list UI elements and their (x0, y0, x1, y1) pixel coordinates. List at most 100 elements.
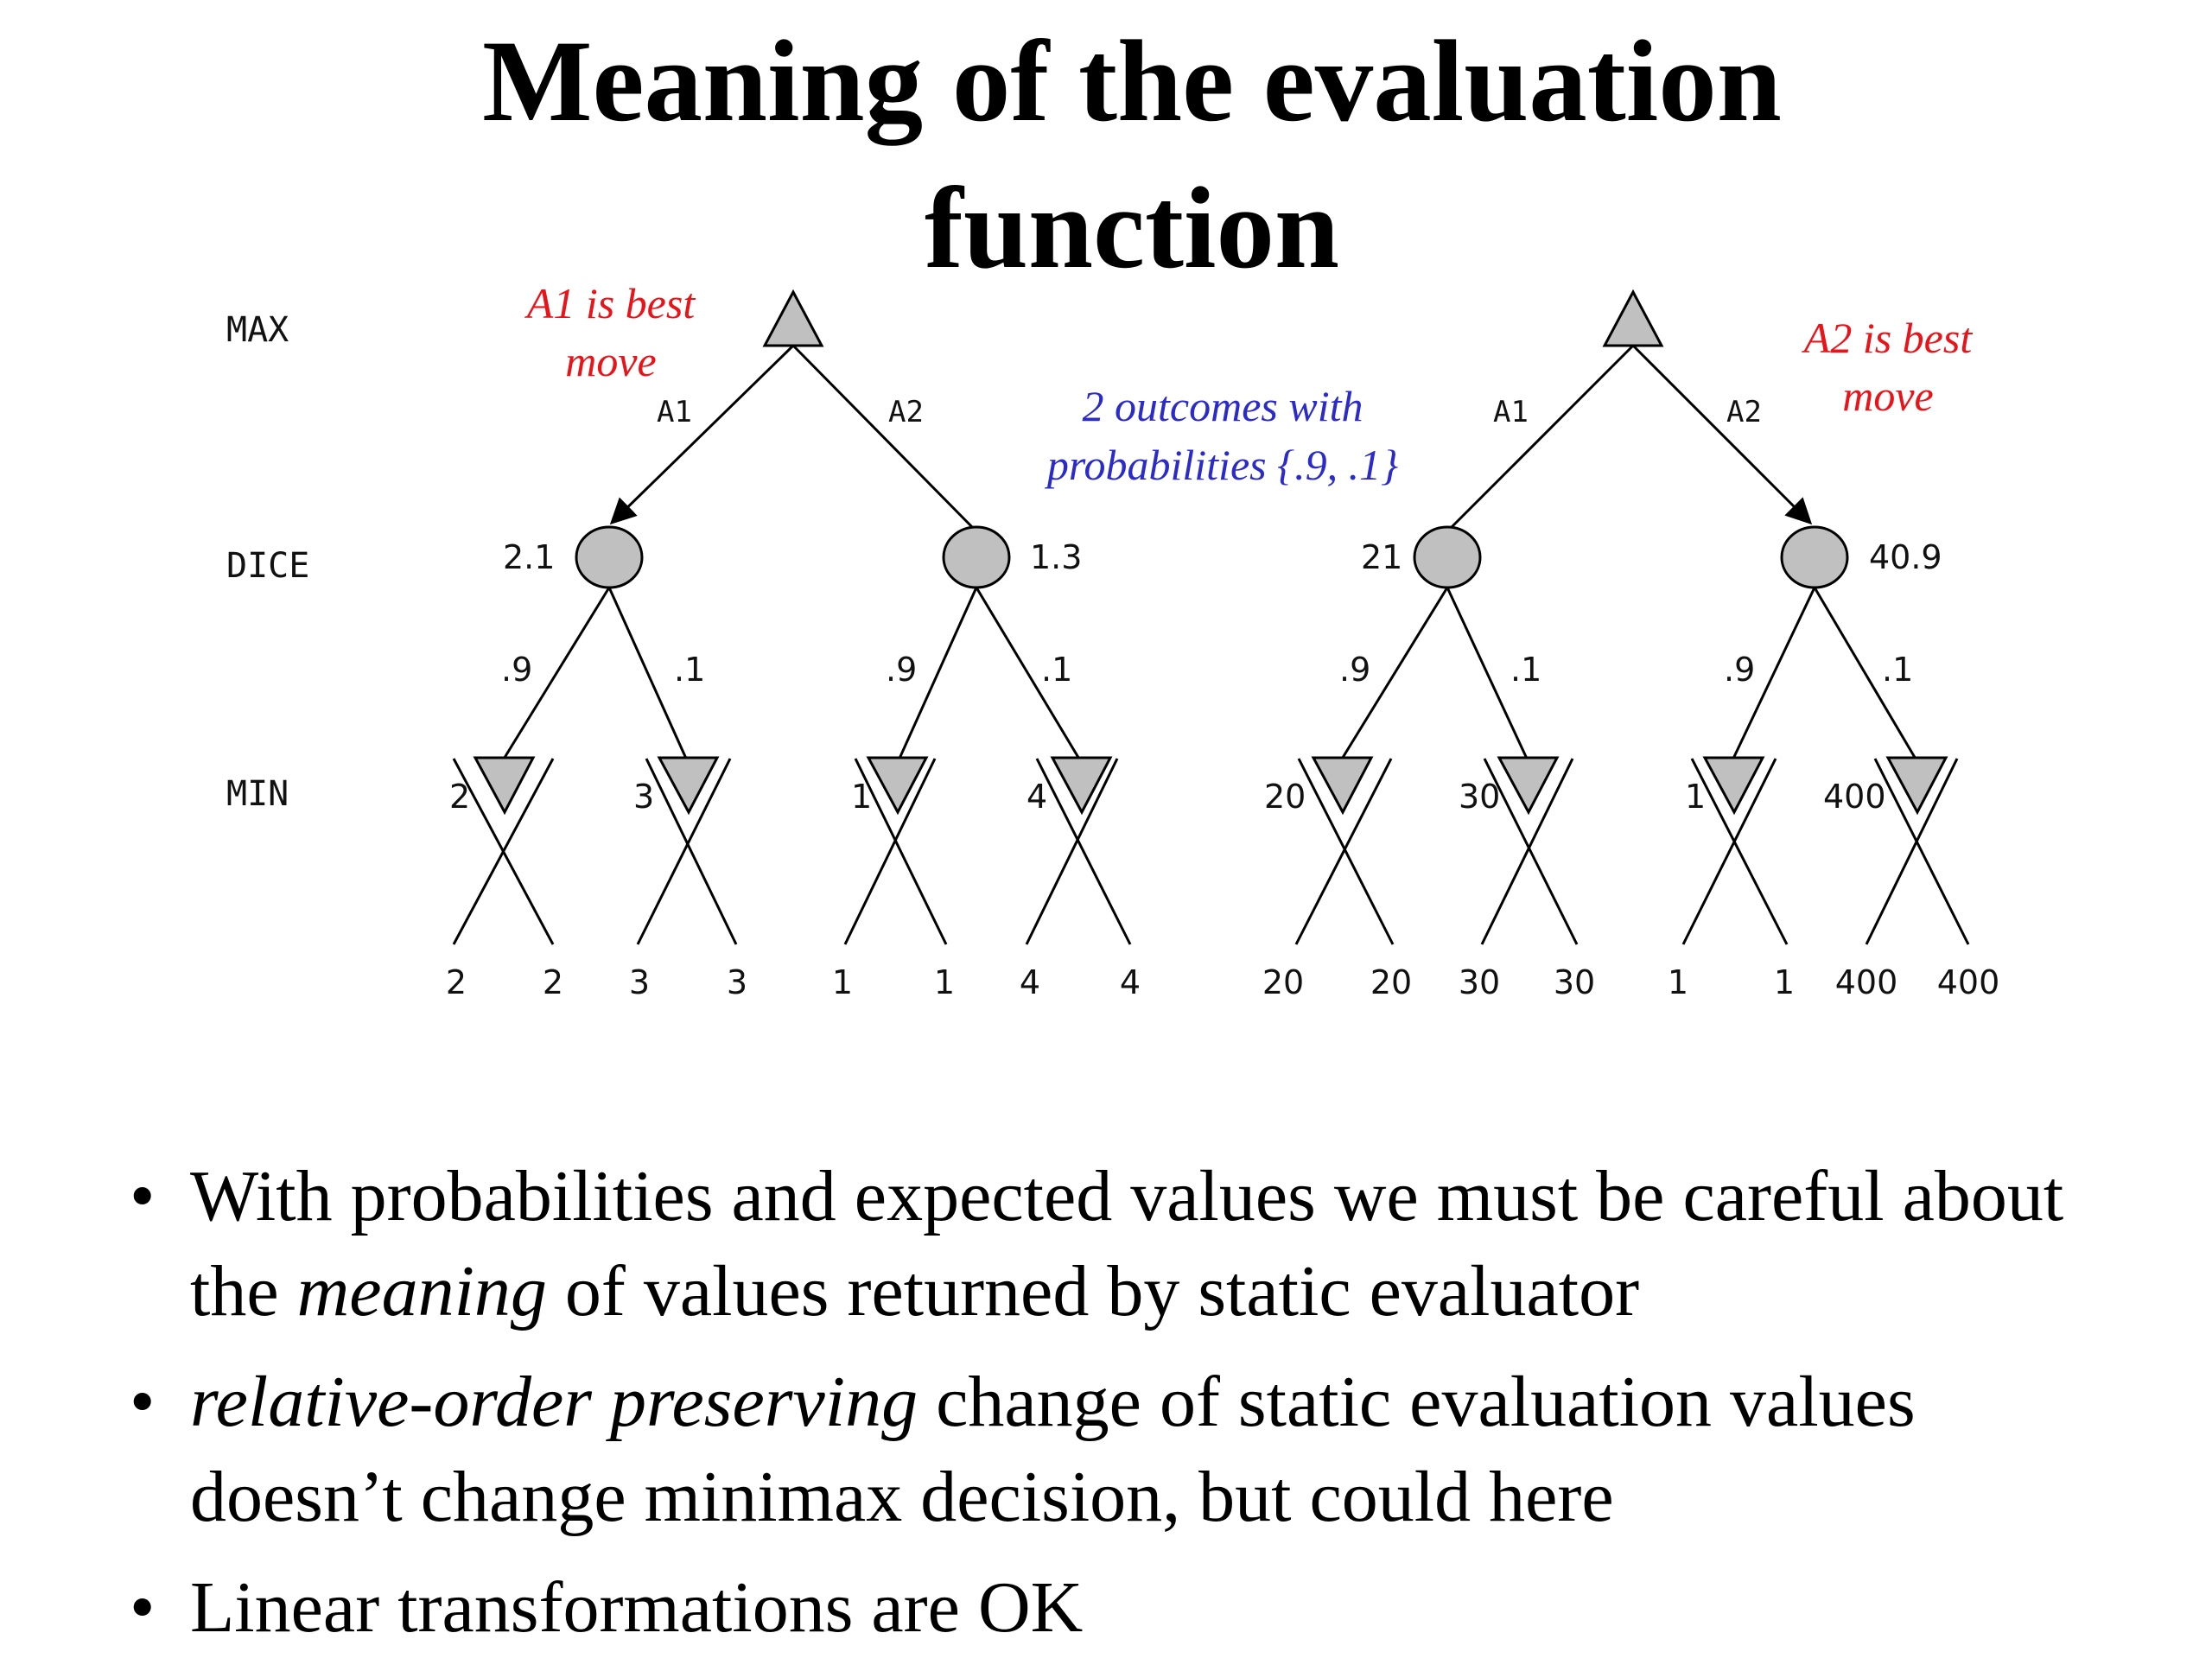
left-leaf-value: 3 (629, 963, 650, 1001)
left-min-node-1 (473, 756, 536, 816)
left-min-value: 2 (449, 778, 470, 816)
left-tree: A1 A2 2.1 1.3 .9 .1 .9 .1 2 3 1 4 2 2 3 … (446, 289, 1141, 1001)
right-min-node-1 (1311, 756, 1374, 816)
left-leaf-value: 3 (727, 963, 747, 1001)
right-leaf-value: 20 (1370, 963, 1412, 1001)
right-leaf-edge (1480, 758, 1574, 945)
left-prob-label: .9 (501, 651, 532, 689)
left-leaf-value: 1 (934, 963, 955, 1001)
level-label-dice: DICE (226, 546, 309, 586)
right-dice-node-2 (1780, 525, 1849, 589)
left-min-value: 4 (1027, 778, 1047, 816)
left-min-value: 1 (851, 778, 872, 816)
right-leaf-edge (1873, 758, 1970, 945)
bullet-text: change of static evaluation values doesn… (190, 1362, 1916, 1537)
left-leaf-edge (1035, 758, 1132, 945)
left-edge-a2 (791, 344, 978, 533)
left-leaf-edge (645, 758, 738, 945)
left-leaf-value: 2 (446, 963, 467, 1001)
left-leaf-value: 4 (1120, 963, 1141, 1001)
right-leaf-value: 400 (1835, 963, 1898, 1001)
right-prob-label: .9 (1339, 651, 1370, 689)
right-leaf-value: 400 (1937, 963, 2000, 1001)
right-best-move-note-line1: A2 is best (1802, 314, 1974, 362)
right-prob-label: .9 (1724, 651, 1755, 689)
left-edge-a1 (609, 344, 795, 525)
right-prob-label: .1 (1882, 651, 1913, 689)
right-edge-a1 (1446, 344, 1635, 533)
right-action-label-a1: A1 (1493, 395, 1529, 429)
left-leaf-edge (1025, 758, 1119, 945)
title-line-2: function (924, 164, 1340, 293)
right-leaf-value: 20 (1262, 963, 1304, 1001)
left-dice-node-1 (575, 525, 644, 589)
left-min-node-2 (657, 756, 720, 816)
left-prob-label: .1 (1041, 651, 1072, 689)
left-action-label-a1: A1 (657, 395, 692, 429)
bullet-text: of values returned by static evaluator (546, 1251, 1640, 1331)
slide-title: Meaning of the evaluation function (0, 9, 2212, 302)
right-edge-dice2-min1 (1731, 587, 1816, 761)
left-dice-value-1: 2.1 (503, 538, 555, 576)
left-leaf-edge (452, 758, 555, 945)
right-leaf-value: 1 (1668, 963, 1688, 1001)
right-min-node-3 (1702, 756, 1765, 816)
left-edge-dice1-min1 (501, 587, 611, 761)
left-dice-value-2: 1.3 (1030, 538, 1082, 576)
bullet-text-italic: meaning (296, 1251, 547, 1331)
right-edge-a2 (1631, 344, 1813, 525)
left-min-node-3 (866, 756, 929, 816)
right-tree: A1 A2 21 40.9 .9 .1 .9 .1 20 30 1 400 20… (1262, 289, 2000, 1001)
right-leaf-edge (1681, 758, 1777, 945)
right-leaf-edge (1483, 758, 1579, 945)
left-edge-dice1-min2 (607, 587, 689, 761)
right-prob-label: .1 (1510, 651, 1541, 689)
right-min-value: 30 (1459, 778, 1500, 816)
left-leaf-value: 1 (832, 963, 853, 1001)
right-min-value: 1 (1685, 778, 1706, 816)
left-leaf-edge (452, 758, 555, 945)
left-leaf-value: 2 (543, 963, 563, 1001)
right-leaf-edge (1297, 758, 1395, 945)
left-leaf-edge (843, 758, 937, 945)
right-action-label-a2: A2 (1726, 395, 1762, 429)
right-best-move-note-line2: move (1842, 372, 1934, 420)
right-min-value: 400 (1823, 778, 1886, 816)
right-leaf-value: 1 (1774, 963, 1795, 1001)
left-dice-node-2 (942, 525, 1011, 589)
bullet-text: Linear transformations are OK (190, 1567, 1084, 1648)
left-edge-dice2-min1 (897, 587, 978, 761)
right-dice-node-1 (1413, 525, 1482, 589)
right-min-node-2 (1497, 756, 1560, 816)
left-min-value: 3 (633, 778, 654, 816)
left-action-label-a2: A2 (888, 395, 924, 429)
right-leaf-value: 30 (1459, 963, 1500, 1001)
left-leaf-edge (854, 758, 948, 945)
left-prob-label: .9 (886, 651, 917, 689)
right-min-value: 20 (1264, 778, 1306, 816)
bullet-text-italic: relative-order preserving (190, 1362, 918, 1442)
right-leaf-value: 30 (1554, 963, 1595, 1001)
left-prob-label: .1 (674, 651, 705, 689)
right-edge-dice2-min2 (1813, 587, 1918, 761)
left-min-node-4 (1050, 756, 1113, 816)
bullet-item: relative-order preserving change of stat… (130, 1355, 2143, 1545)
title-line-1: Meaning of the evaluation (482, 17, 1782, 146)
bullet-item: With probabilities and expected values w… (130, 1149, 2143, 1339)
outcomes-note-line2: probabilities {.9, .1} (1045, 441, 1398, 489)
right-edge-dice1-min1 (1339, 587, 1449, 761)
right-leaf-edge (1865, 758, 1959, 945)
left-leaf-edge (636, 758, 732, 945)
outcomes-note-line1: 2 outcomes with (1083, 382, 1363, 430)
level-label-max: MAX (226, 310, 289, 350)
bullet-text: With probabilities and expected values w… (190, 1156, 2064, 1331)
right-leaf-edge (1690, 758, 1789, 945)
right-dice-value-1: 21 (1361, 538, 1402, 576)
level-label-min: MIN (226, 774, 289, 814)
bullet-list: With probabilities and expected values w… (130, 1149, 2143, 1671)
left-leaf-value: 4 (1020, 963, 1040, 1001)
left-edge-dice2-min2 (975, 587, 1082, 761)
right-dice-value-2: 40.9 (1869, 538, 1942, 576)
bullet-item: Linear transformations are OK (130, 1560, 2143, 1655)
left-best-move-note-line2: move (565, 337, 657, 385)
